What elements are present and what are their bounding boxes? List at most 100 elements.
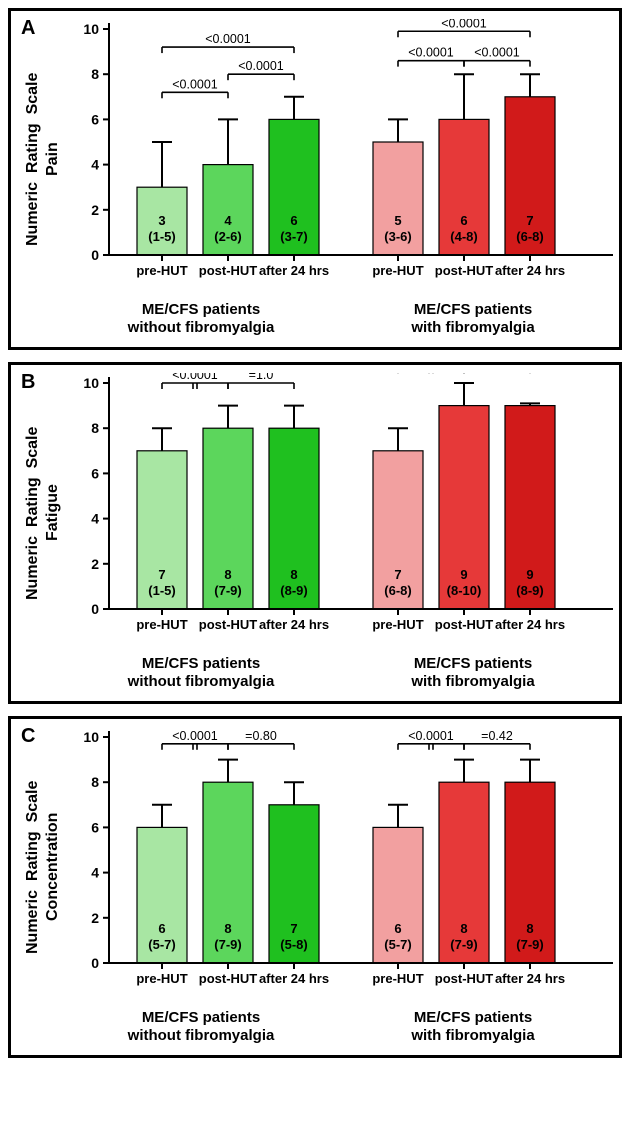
bar-range-label: (4-8) — [450, 229, 477, 244]
sig-label: <0.0001 — [172, 373, 218, 382]
chart-row: Numeric Rating Scale Concentration 0 2 4 6 8 1… — [21, 727, 609, 1007]
chart-row: Numeric Rating Scale Fatigue02468107(1-5… — [21, 373, 609, 653]
y-tick-label: 0 — [91, 955, 99, 971]
panel-B: BNumeric Rating Scale Fatigue02468107(1-… — [8, 362, 622, 704]
y-tick-label: 8 — [91, 774, 99, 790]
x-tick-label: pre-HUT — [136, 617, 187, 632]
y-tick-label: 10 — [83, 729, 99, 745]
bar-value-label: 5 — [394, 213, 401, 228]
sig-label: <0.0001 — [205, 32, 251, 46]
y-tick-label: 8 — [91, 66, 99, 82]
bar-range-label: (7-9) — [214, 583, 241, 598]
panel-C: CNumeric Rating Scale Concentration02468… — [8, 716, 622, 1058]
x-tick-label: post-HUT — [435, 971, 494, 986]
x-tick-label: after 24 hrs — [495, 617, 565, 632]
y-axis-label: Numeric Rating Scale Concentration — [21, 727, 65, 1007]
bar-range-label: (1-5) — [148, 229, 175, 244]
x-tick-label: pre-HUT — [372, 263, 423, 278]
x-tick-label: after 24 hrs — [259, 263, 329, 278]
bar-range-label: (8-10) — [447, 583, 482, 598]
bar-value-label: 8 — [526, 921, 533, 936]
sig-label: =0.80 — [245, 729, 277, 743]
y-tick-label: 2 — [91, 910, 99, 926]
y-tick-label: 4 — [91, 511, 99, 527]
bar-range-label: (7-9) — [214, 937, 241, 952]
bar-range-label: (7-9) — [450, 937, 477, 952]
y-tick-label: 6 — [91, 819, 99, 835]
x-tick-label: after 24 hrs — [259, 617, 329, 632]
x-tick-label: pre-HUT — [372, 971, 423, 986]
bar-value-label: 3 — [158, 213, 165, 228]
panel-A: ANumeric Rating Scale Pain02468103(1-5)p… — [8, 8, 622, 350]
chart-svg: 02468103(1-5)pre-HUT4(2-6)post-HUT6(3-7)… — [65, 19, 621, 299]
bar-range-label: (6-8) — [516, 229, 543, 244]
x-tick-label: after 24 hrs — [259, 971, 329, 986]
bar-range-label: (3-6) — [384, 229, 411, 244]
bar-value-label: 4 — [224, 213, 232, 228]
bar-range-label: (3-7) — [280, 229, 307, 244]
x-tick-label: pre-HUT — [372, 617, 423, 632]
group-label-left: ME/CFS patients without fibromyalgia — [65, 299, 337, 341]
bar-value-label: 6 — [394, 921, 401, 936]
bar-range-label: (1-5) — [148, 583, 175, 598]
y-tick-label: 0 — [91, 601, 99, 617]
plot-area: 02468107(1-5)pre-HUT8(7-9)post-HUT8(8-9)… — [65, 373, 621, 653]
y-tick-label: 6 — [91, 465, 99, 481]
chart-svg: 02468106(5-7)pre-HUT8(7-9)post-HUT7(5-8)… — [65, 727, 621, 1007]
x-tick-label: post-HUT — [199, 971, 258, 986]
bar-range-label: (5-7) — [384, 937, 411, 952]
bar-value-label: 8 — [224, 921, 231, 936]
x-tick-label: pre-HUT — [136, 971, 187, 986]
bar-range-label: (8-9) — [280, 583, 307, 598]
y-axis-label: Numeric Rating Scale Pain — [21, 19, 65, 299]
group-label-right: ME/CFS patients with fibromyalgia — [337, 653, 609, 695]
group-labels-row: ME/CFS patients without fibromyalgiaME/C… — [65, 299, 609, 341]
y-tick-label: 2 — [91, 556, 99, 572]
group-label-right: ME/CFS patients with fibromyalgia — [337, 299, 609, 341]
bar-value-label: 9 — [460, 567, 467, 582]
bar-range-label: (5-7) — [148, 937, 175, 952]
sig-label: <0.0001 — [408, 729, 454, 743]
y-tick-label: 10 — [83, 375, 99, 391]
bar-value-label: 7 — [290, 921, 297, 936]
bar-value-label: 6 — [290, 213, 297, 228]
group-labels-row: ME/CFS patients without fibromyalgiaME/C… — [65, 653, 609, 695]
x-tick-label: post-HUT — [199, 617, 258, 632]
y-axis-label: Numeric Rating Scale Fatigue — [21, 373, 65, 653]
group-label-right: ME/CFS patients with fibromyalgia — [337, 1007, 609, 1049]
bar-value-label: 8 — [290, 567, 297, 582]
sig-label: =1.0 — [249, 373, 274, 382]
bar-value-label: 6 — [460, 213, 467, 228]
bar-range-label: (5-8) — [280, 937, 307, 952]
bar-range-label: (7-9) — [516, 937, 543, 952]
y-tick-label: 6 — [91, 111, 99, 127]
bar-value-label: 8 — [460, 921, 467, 936]
x-tick-label: after 24 hrs — [495, 263, 565, 278]
bar-value-label: 6 — [158, 921, 165, 936]
sig-label: <0.0001 — [172, 77, 218, 91]
y-tick-label: 10 — [83, 21, 99, 37]
y-tick-label: 8 — [91, 420, 99, 436]
sig-label: <0.0001 — [441, 19, 487, 30]
bar-value-label: 7 — [526, 213, 533, 228]
group-label-left: ME/CFS patients without fibromyalgia — [65, 1007, 337, 1049]
bar-range-label: (8-9) — [516, 583, 543, 598]
chart-row: Numeric Rating Scale Pain 0 2 4 6 8 10 3(1-5) pr… — [21, 19, 609, 299]
bar-value-label: 7 — [158, 567, 165, 582]
bar-range-label: (6-8) — [384, 583, 411, 598]
y-tick-label: 4 — [91, 865, 99, 881]
bar-value-label: 7 — [394, 567, 401, 582]
x-tick-label: post-HUT — [435, 617, 494, 632]
sig-label: =0.42 — [481, 729, 513, 743]
y-tick-label: 4 — [91, 157, 99, 173]
plot-area: 02468106(5-7)pre-HUT8(7-9)post-HUT7(5-8)… — [65, 727, 621, 1007]
y-tick-label: 2 — [91, 202, 99, 218]
y-tick-label: 0 — [91, 247, 99, 263]
plot-area: 02468103(1-5)pre-HUT4(2-6)post-HUT6(3-7)… — [65, 19, 621, 299]
x-tick-label: post-HUT — [435, 263, 494, 278]
chart-svg: 02468107(1-5)pre-HUT8(7-9)post-HUT8(8-9)… — [65, 373, 621, 653]
bar-value-label: 8 — [224, 567, 231, 582]
bar-range-label: (2-6) — [214, 229, 241, 244]
x-tick-label: pre-HUT — [136, 263, 187, 278]
sig-label: <0.0001 — [408, 46, 454, 60]
